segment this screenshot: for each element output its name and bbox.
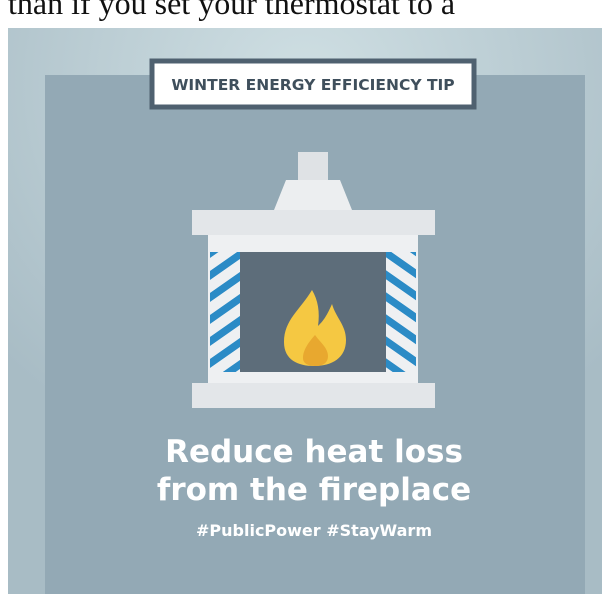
hashtags: #PublicPower #StayWarm <box>196 521 432 540</box>
headline-line: from the fireplace <box>157 472 471 508</box>
headline-line: Reduce heat loss <box>165 434 463 470</box>
badge-text: WINTER ENERGY EFFICIENCY TIP <box>171 76 454 94</box>
caption-fragment: than if you set your thermostat to a <box>8 0 455 21</box>
graphic: than if you set your thermostat to a WIN… <box>0 0 610 594</box>
page: than if you set your thermostat to a WIN… <box>0 0 610 594</box>
